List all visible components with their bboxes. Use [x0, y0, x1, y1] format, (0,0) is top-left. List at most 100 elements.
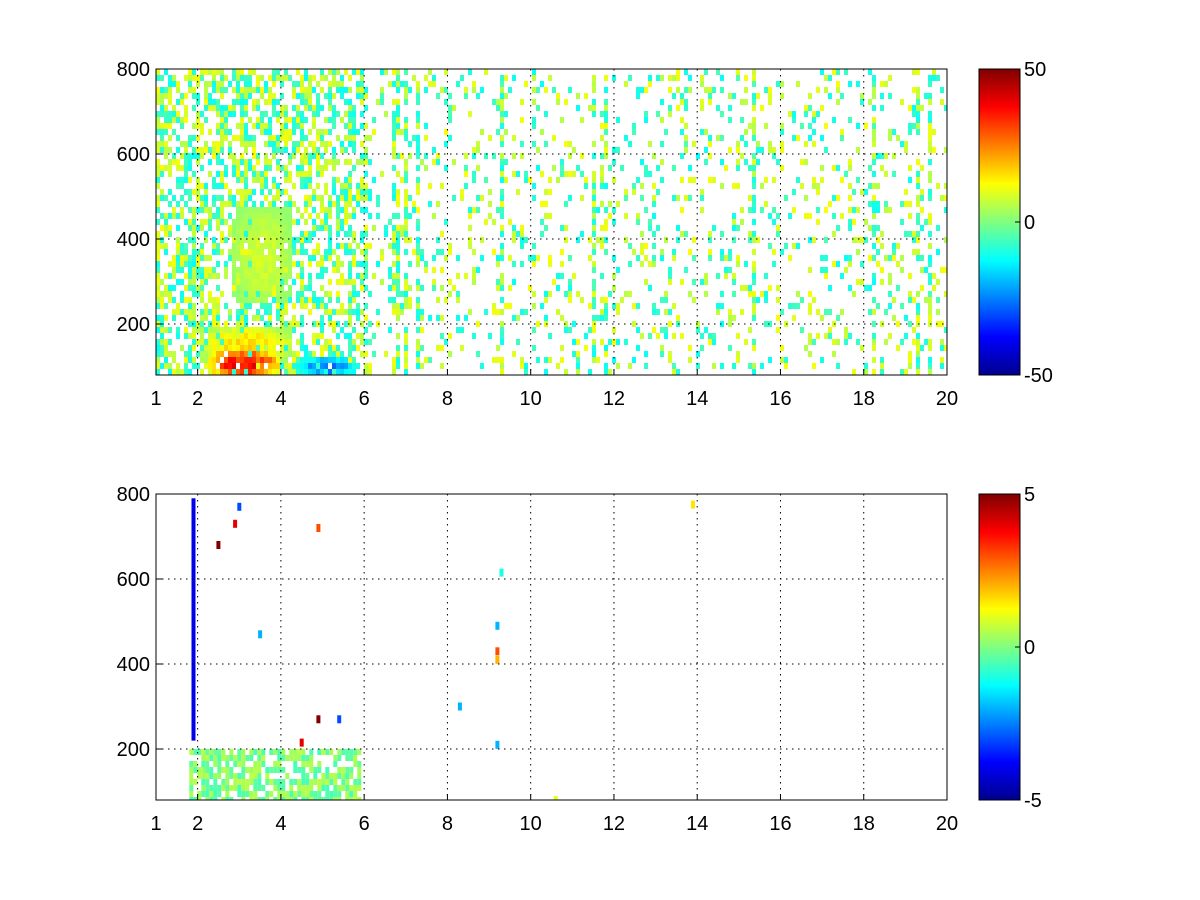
top-heatmap-cell [504, 129, 508, 135]
top-heatmap-cell [224, 183, 228, 189]
top-heatmap-cell [316, 243, 320, 249]
top-heatmap-cell [864, 369, 868, 375]
top-heatmap-cell [668, 357, 672, 363]
top-heatmap-cell [620, 297, 624, 303]
top-heatmap-cell [920, 189, 924, 195]
top-heatmap-cell [248, 225, 252, 231]
top-heatmap-cell [176, 333, 180, 339]
top-heatmap-cell [296, 207, 300, 213]
top-heatmap-cell [928, 141, 932, 147]
top-heatmap-cell [220, 177, 224, 183]
top-heatmap-cell [232, 363, 236, 369]
top-heatmap-cell [156, 249, 160, 255]
top-heatmap-cell [744, 339, 748, 345]
top-heatmap-cell [852, 237, 856, 243]
top-heatmap-cell [336, 345, 340, 351]
top-heatmap-cell [272, 93, 276, 99]
top-heatmap-cell [200, 123, 204, 129]
top-heatmap-cell [844, 255, 848, 261]
top-heatmap-cell [368, 189, 372, 195]
top-heatmap-cell [252, 237, 256, 243]
top-heatmap-cell [332, 309, 336, 315]
top-heatmap-cell [600, 273, 604, 279]
top-heatmap-cell [308, 75, 312, 81]
top-heatmap-cell [216, 219, 220, 225]
top-heatmap-cell [340, 195, 344, 201]
top-heatmap-cell [880, 369, 884, 375]
top-heatmap-cell [736, 159, 740, 165]
top-heatmap-cell [884, 309, 888, 315]
top-heatmap-cell [644, 117, 648, 123]
top-heatmap-cell [808, 291, 812, 297]
top-heatmap-cell [628, 261, 632, 267]
top-heatmap-cell [240, 315, 244, 321]
top-heatmap-cell [304, 69, 308, 75]
top-heatmap-cell [176, 117, 180, 123]
top-heatmap-cell [572, 339, 576, 345]
top-heatmap-cell [224, 111, 228, 117]
top-heatmap-cell [356, 309, 360, 315]
top-heatmap-cell [816, 309, 820, 315]
top-heatmap-cell [348, 183, 352, 189]
top-heatmap-cell [332, 321, 336, 327]
top-heatmap-cell [352, 297, 356, 303]
top-heatmap-cell [592, 201, 596, 207]
top-heatmap-cell [340, 351, 344, 357]
top-heatmap-cell [788, 303, 792, 309]
top-heatmap-cell [188, 297, 192, 303]
top-heatmap-cell [280, 213, 284, 219]
top-heatmap-cell [268, 231, 272, 237]
top-heatmap-cell [380, 93, 384, 99]
top-heatmap-cell [932, 69, 936, 75]
top-heatmap-cell [544, 291, 548, 297]
top-heatmap-cell [232, 195, 236, 201]
top-heatmap-cell [708, 99, 712, 105]
top-heatmap-cell [428, 201, 432, 207]
top-heatmap-cell [244, 147, 248, 153]
top-heatmap-cell [392, 123, 396, 129]
top-heatmap-cell [912, 339, 916, 345]
top-heatmap-cell [440, 249, 444, 255]
top-heatmap-cell [836, 195, 840, 201]
top-heatmap-cell [308, 177, 312, 183]
top-heatmap-cell [268, 255, 272, 261]
top-heatmap-cell [448, 105, 452, 111]
top-heatmap-cell [404, 285, 408, 291]
top-heatmap-cell [604, 309, 608, 315]
top-heatmap-cell [200, 219, 204, 225]
top-heatmap-cell [828, 93, 832, 99]
top-heatmap-cell [692, 237, 696, 243]
top-heatmap-cell [404, 177, 408, 183]
top-heatmap-cell [612, 339, 616, 345]
top-heatmap-cell [208, 345, 212, 351]
top-heatmap-cell [592, 99, 596, 105]
top-heatmap-cell [348, 111, 352, 117]
top-heatmap-cell [404, 345, 408, 351]
top-heatmap-cell [192, 339, 196, 345]
top-heatmap-cell [304, 183, 308, 189]
top-heatmap-cell [196, 75, 200, 81]
top-heatmap-cell [312, 231, 316, 237]
top-heatmap-cell [292, 141, 296, 147]
top-heatmap-cell [872, 135, 876, 141]
top-heatmap-cell [408, 213, 412, 219]
top-heatmap-cell [196, 327, 200, 333]
top-heatmap-cell [252, 177, 256, 183]
top-heatmap-cell [604, 303, 608, 309]
top-heatmap-cell [160, 345, 164, 351]
top-heatmap-cell [600, 183, 604, 189]
bottom-heatmap-cell [237, 785, 242, 791]
top-heatmap-cell [240, 69, 244, 75]
top-heatmap-cell [544, 297, 548, 303]
top-heatmap-cell [388, 219, 392, 225]
top-heatmap-cell [276, 231, 280, 237]
top-heatmap-cell [228, 315, 232, 321]
top-heatmap-cell [180, 261, 184, 267]
top-heatmap-cell [272, 183, 276, 189]
top-heatmap-cell [928, 345, 932, 351]
top-heatmap-cell [320, 129, 324, 135]
top-heatmap-cell [872, 225, 876, 231]
top-heatmap-cell [252, 213, 256, 219]
top-heatmap-cell [192, 135, 196, 141]
top-heatmap-cell [156, 297, 160, 303]
